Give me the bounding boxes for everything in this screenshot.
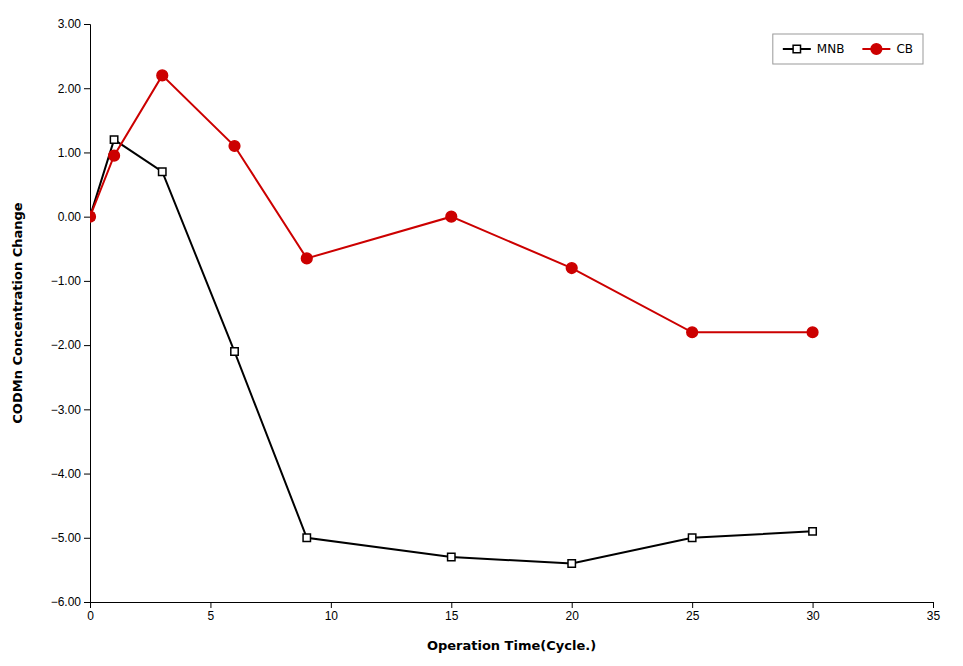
y-tick-label: 3.00 [58,17,82,31]
x-tick: 20 [566,602,580,623]
series-line [90,75,813,332]
x-tick-label: 10 [325,609,339,623]
x-tick: 15 [445,602,459,623]
x-tick: 30 [806,602,820,623]
series-marker [687,327,698,338]
y-tick-mark [84,538,90,539]
y-tick-mark [84,217,90,218]
y-tick: 1.00 [58,146,90,160]
series-marker [448,553,455,560]
y-tick-label: −3.00 [51,403,82,417]
x-tick-label: 25 [686,609,700,623]
series-marker [566,263,577,274]
x-axis-title: Operation Time(Cycle.) [427,638,596,653]
y-tick-label: 1.00 [58,146,82,160]
y-tick-mark [84,345,90,346]
x-tick-label: 20 [566,609,580,623]
y-tick: −2.00 [51,338,90,352]
x-tick: 35 [927,602,941,623]
x-tick-mark [692,602,693,608]
x-tick-mark [933,602,934,608]
y-tick: 2.00 [58,82,90,96]
series-marker [159,168,166,175]
x-tick: 5 [208,602,215,623]
x-tick-label: 35 [927,609,941,623]
y-tick: 3.00 [58,17,90,31]
series-marker [231,348,238,355]
series-marker [90,211,95,222]
legend: MNB CB [773,34,923,64]
y-tick-mark [84,474,90,475]
y-tick-label: −2.00 [51,338,82,352]
x-tick: 0 [87,602,94,623]
x-tick-label: 5 [208,609,215,623]
x-tick-label: 0 [87,609,94,623]
series-marker [446,211,457,222]
x-tick: 25 [686,602,700,623]
legend-swatch-marker [793,45,800,52]
y-axis-title: CODMn Concentration Change [10,202,25,424]
plot: 05101520253035−6.00−5.00−4.00−3.00−2.00−… [51,17,941,622]
x-tick-mark [572,602,573,608]
series-marker [229,141,240,152]
y-tick: −3.00 [51,403,90,417]
x-tick-label: 30 [806,609,820,623]
x-tick-mark [331,602,332,608]
legend-frame [773,34,923,64]
series-marker [109,150,120,161]
y-tick: −4.00 [51,467,90,481]
x-tick: 10 [325,602,339,623]
x-tick-mark [210,602,211,608]
series-marker [301,253,312,264]
y-tick-mark [84,602,90,603]
y-axis: −6.00 −5.00 −4.00 −3.00 −2.00 −1.00 0.00 1.00 2.… [51,17,91,609]
y-tick: −1.00 [51,274,90,288]
series-marker [303,534,310,541]
series-marker [568,560,575,567]
series-marker [110,136,117,143]
y-tick-mark [84,88,90,89]
y-tick: −5.00 [51,531,90,545]
x-tick-mark [451,602,452,608]
y-tick: −6.00 [51,595,90,609]
y-axis-line [84,25,91,603]
series-marker [809,528,816,535]
x-axis-line [91,603,934,609]
y-tick-mark [84,409,90,410]
series-marker [157,70,168,81]
y-tick-label: −1.00 [51,274,82,288]
y-tick-mark [84,281,90,282]
series-marker [688,534,695,541]
y-tick-label: 0.00 [58,210,82,224]
y-tick: 0.00 [58,210,90,224]
legend-label: CB [896,42,913,56]
y-tick-mark [84,152,90,153]
y-tick-mark [84,24,90,25]
y-tick-label: −4.00 [51,467,82,481]
x-tick-mark [813,602,814,608]
y-tick-label: 2.00 [58,82,82,96]
y-tick-label: −5.00 [51,531,82,545]
data-area [90,70,818,567]
legend-item: CB [862,42,913,56]
series-line [90,140,813,564]
series-marker [807,327,818,338]
y-tick-label: −6.00 [51,595,82,609]
x-tick-label: 15 [445,609,459,623]
chart: 05101520253035−6.00−5.00−4.00−3.00−2.00−… [0,0,963,666]
legend-swatch-marker [871,44,882,55]
legend-item: MNB [783,42,845,56]
x-axis: 0 5 10 15 20 25 30 35 [87,602,940,623]
legend-label: MNB [817,42,845,56]
